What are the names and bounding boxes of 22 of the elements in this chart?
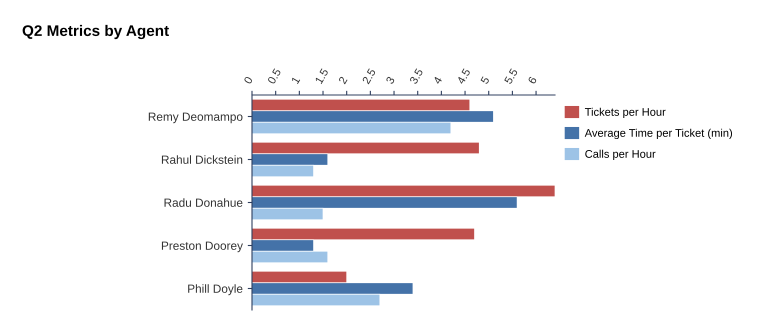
x-tick-label: 0.5 bbox=[267, 68, 282, 84]
x-tick-label: 6 bbox=[528, 76, 538, 84]
x-tick-label: 1 bbox=[291, 76, 300, 84]
legend-label: Average Time per Ticket (min) bbox=[584, 128, 732, 140]
x-tick-label: 3.5 bbox=[409, 68, 424, 85]
x-tick-label: 4 bbox=[432, 76, 442, 85]
legend-label: Tickets per Hour bbox=[584, 108, 666, 118]
x-tick-label: 2.5 bbox=[362, 68, 376, 84]
y-tick-label: Radu Donahue bbox=[164, 198, 242, 207]
x-tick-label: 1.5 bbox=[314, 68, 329, 84]
x-tick-label: 2 bbox=[338, 76, 348, 84]
y-tick-label: Preston Doorey bbox=[162, 242, 243, 252]
text: Q2 Metrics by Agent bbox=[22, 24, 169, 40]
x-tick-label: 5 bbox=[480, 76, 490, 84]
x-tick-label: 0 bbox=[244, 76, 253, 84]
y-tick-label: Remy Deomampo bbox=[148, 112, 242, 124]
x-tick-label: 4.5 bbox=[456, 68, 471, 85]
y-tick-label: Rahul Dickstein bbox=[162, 155, 242, 164]
x-tick-label: 3 bbox=[386, 76, 395, 85]
legend-label: Calls per Hour bbox=[585, 150, 656, 160]
x-tick-label: 5.5 bbox=[504, 68, 518, 84]
y-tick-label: Phill Doyle bbox=[188, 284, 242, 296]
